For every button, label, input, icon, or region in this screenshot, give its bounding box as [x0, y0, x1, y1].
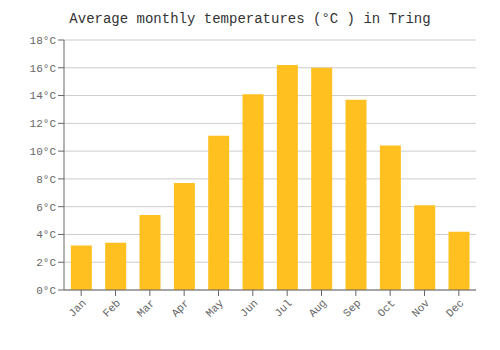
svg-text:Feb: Feb [101, 297, 123, 319]
svg-text:Sep: Sep [341, 297, 363, 319]
svg-text:Mar: Mar [135, 297, 157, 319]
svg-text:12°C: 12°C [30, 118, 57, 130]
svg-text:Jun: Jun [238, 297, 260, 319]
svg-text:8°C: 8°C [36, 174, 56, 186]
svg-text:Aug: Aug [307, 297, 329, 319]
svg-text:2°C: 2°C [36, 257, 56, 269]
svg-text:16°C: 16°C [30, 63, 57, 75]
svg-text:4°C: 4°C [36, 229, 56, 241]
svg-text:Jan: Jan [66, 297, 88, 319]
html-text:Average monthly temperatures (: Average monthly temperatures (°C ) in Tr… [69, 11, 431, 27]
svg-text:Dec: Dec [444, 297, 466, 319]
svg-text:10°C: 10°C [30, 146, 57, 158]
svg-text:6°C: 6°C [36, 202, 56, 214]
svg-text:0°C: 0°C [36, 285, 56, 297]
svg-text:18°C: 18°C [30, 35, 57, 47]
svg-text:Jul: Jul [272, 297, 294, 319]
svg-text:Oct: Oct [375, 297, 397, 319]
svg-text:Apr: Apr [169, 297, 191, 319]
svg-text:Nov: Nov [410, 297, 433, 320]
svg-text:14°C: 14°C [30, 90, 57, 102]
svg-text:May: May [204, 297, 227, 320]
